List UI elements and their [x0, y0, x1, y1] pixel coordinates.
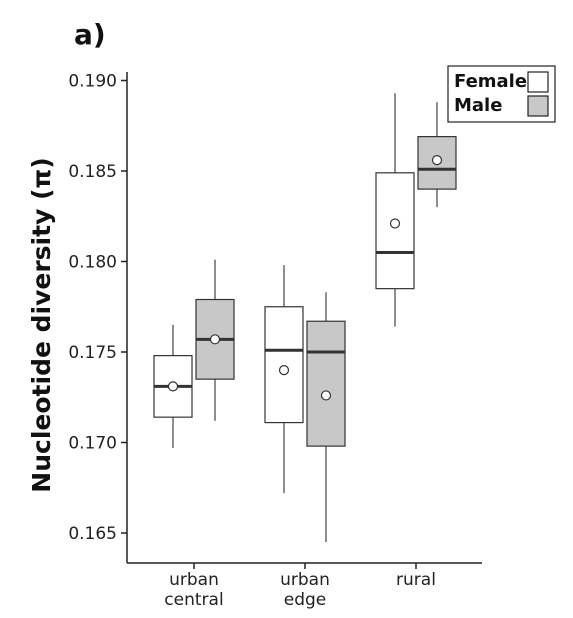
y-tick-label: 0.170 [68, 434, 117, 454]
mean-point [320, 390, 332, 401]
x-category-label: urban [169, 570, 219, 590]
legend-swatch [527, 71, 549, 93]
x-category-label: rural [396, 570, 436, 590]
legend-label: Female [454, 71, 527, 92]
legend-label: Male [454, 95, 502, 116]
mean-point [389, 218, 401, 229]
box-female [375, 172, 415, 290]
y-tick-label: 0.190 [68, 72, 117, 92]
y-tick-label: 0.180 [68, 253, 117, 273]
plot-area: 0.1650.1700.1750.1800.1850.190urbancentr… [68, 65, 556, 610]
y-axis-label: Nucleotide diversity (π) [27, 157, 56, 492]
x-category-label: central [164, 590, 223, 610]
mean-point [209, 334, 221, 345]
legend-swatch [527, 95, 549, 117]
y-tick-label: 0.165 [68, 524, 117, 544]
box-female [264, 306, 304, 424]
mean-point [278, 365, 290, 376]
y-tick-label: 0.185 [68, 162, 117, 182]
panel-label: a) [74, 18, 106, 51]
x-category-label: urban [280, 570, 330, 590]
box-male [306, 320, 346, 447]
y-tick-label: 0.175 [68, 343, 117, 363]
mean-point [167, 381, 179, 392]
mean-point [431, 155, 443, 166]
x-category-label: edge [284, 590, 327, 610]
